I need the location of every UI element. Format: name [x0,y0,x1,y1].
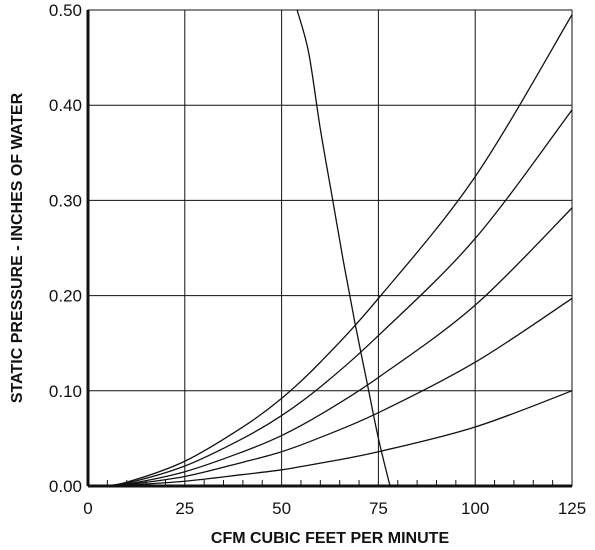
x-axis-ticks: 0 25 50 75 100 125 [83,499,586,518]
x-tick-label-1: 25 [175,499,194,518]
series-line-2 [98,109,573,487]
y-tick-label-1: 0.10 [49,382,82,401]
plot-frame [86,9,573,488]
x-tick-label-2: 50 [272,499,291,518]
x-tick-label-5: 125 [558,499,586,518]
x-tick-label-0: 0 [83,499,92,518]
series-line-5 [98,390,573,487]
y-tick-label-2: 0.20 [49,287,82,306]
series-lines [98,9,573,487]
series-line-3 [98,207,573,487]
y-tick-label-4: 0.40 [49,96,82,115]
x-tick-label-4: 100 [461,499,489,518]
y-axis-ticks: 0.00 0.10 0.20 0.30 0.40 0.50 [49,1,82,496]
y-tick-label-0: 0.00 [49,477,82,496]
x-tick-label-3: 75 [369,499,388,518]
x-axis-title: CFM CUBIC FEET PER MINUTE [211,530,450,547]
y-tick-label-3: 0.30 [49,191,82,210]
y-axis-title: STATIC PRESSURE - INCHES OF WATER [9,92,26,403]
series-line-1 [98,14,573,487]
y-tick-label-5: 0.50 [49,1,82,20]
series-line-4 [98,297,573,487]
series-line-0 [296,9,391,487]
